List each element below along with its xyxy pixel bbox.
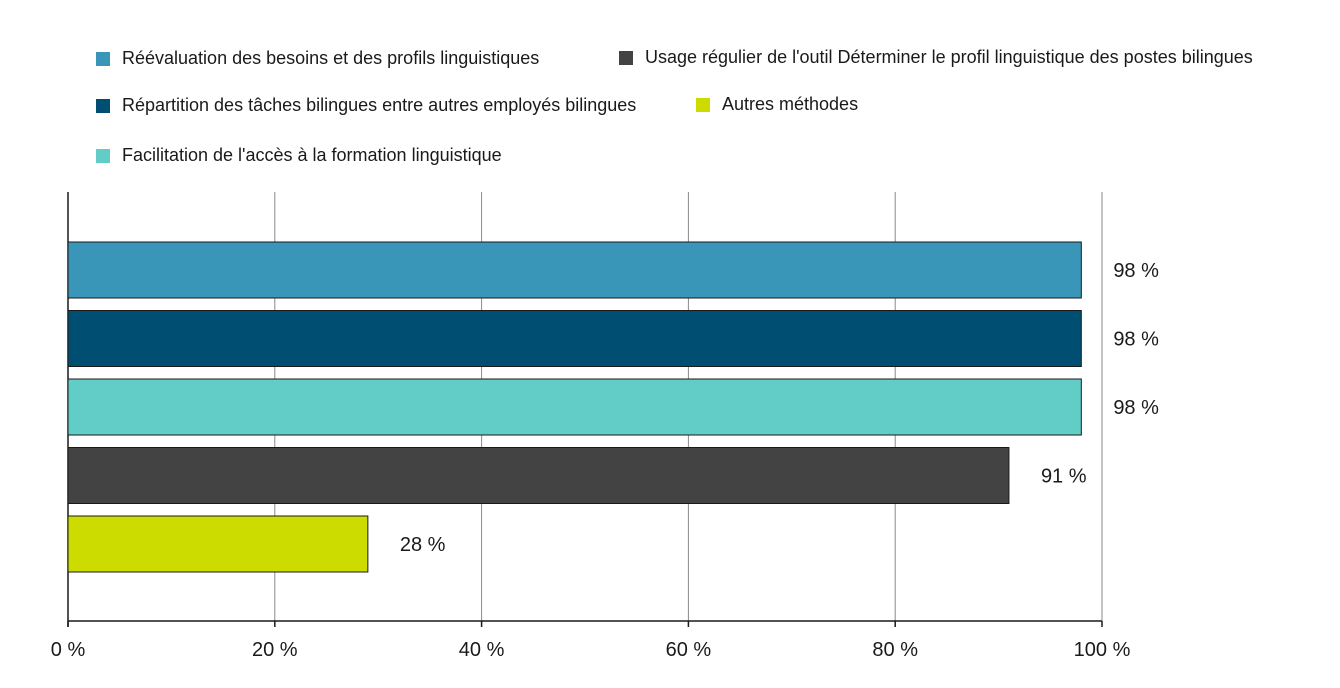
bar xyxy=(67,378,1082,436)
legend-item-repartition: Répartition des tâches bilingues entre a… xyxy=(96,95,636,116)
legend-swatch xyxy=(619,50,633,65)
x-tick-label: 20 % xyxy=(252,639,298,661)
legend-item-facilitation: Facilitation de l'accès à la formation l… xyxy=(96,145,502,166)
chart-legend: Réévaluation des besoins et des profils … xyxy=(0,0,1340,180)
data-label: 91 % xyxy=(1041,466,1087,488)
x-tick-label: 40 % xyxy=(459,639,505,661)
x-tick-label: 0 % xyxy=(51,639,86,661)
data-label: 98 % xyxy=(1113,329,1159,351)
bar xyxy=(67,515,369,573)
legend-swatch xyxy=(96,51,110,66)
legend-swatch xyxy=(96,98,110,113)
legend-swatch xyxy=(696,97,710,112)
legend-item-autres: Autres méthodes xyxy=(696,94,858,115)
x-tick-label: 80 % xyxy=(872,639,918,661)
data-label: 98 % xyxy=(1113,397,1159,419)
legend-label: Autres méthodes xyxy=(722,94,859,114)
bar xyxy=(67,310,1082,367)
x-tick-label: 60 % xyxy=(666,639,712,661)
legend-item-usage-outil: Usage régulier de l'outil Déterminer le … xyxy=(619,47,1253,68)
x-tick-label: 100 % xyxy=(1074,639,1131,661)
legend-label: Facilitation de l'accès à la formation l… xyxy=(122,145,502,165)
legend-swatch xyxy=(96,148,110,163)
legend-label: Réévaluation des besoins et des profils … xyxy=(122,48,540,68)
legend-item-reevaluation: Réévaluation des besoins et des profils … xyxy=(96,48,539,69)
bar xyxy=(67,241,1082,299)
legend-label: Répartition des tâches bilingues entre a… xyxy=(122,95,637,115)
data-label: 98 % xyxy=(1113,260,1159,282)
data-label: 28 % xyxy=(400,534,446,556)
bar xyxy=(67,447,1010,504)
legend-label: Usage régulier de l'outil Déterminer le … xyxy=(645,47,1253,67)
